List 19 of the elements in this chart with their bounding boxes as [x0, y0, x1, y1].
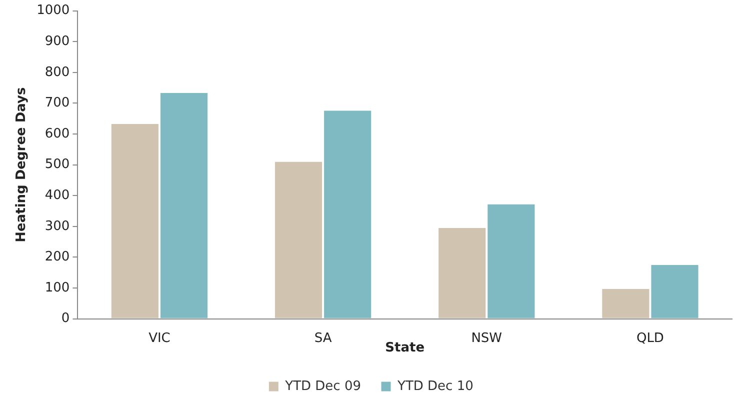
x-tick-label: QLD: [636, 330, 664, 346]
y-tick-label: 800: [44, 64, 70, 80]
y-tick-label: 700: [44, 96, 70, 111]
legend-label: YTD Dec 10: [396, 378, 474, 394]
x-tick-label: NSW: [471, 330, 502, 346]
y-tick-label: 0: [61, 311, 70, 326]
y-tick-label: 500: [44, 157, 70, 172]
x-tick-label: VIC: [148, 330, 170, 346]
y-tick-label: 200: [44, 250, 70, 265]
y-tick-label: 400: [44, 188, 70, 203]
y-tick-label: 100: [44, 280, 70, 296]
y-tick-label: 600: [44, 126, 70, 142]
y-axis-title: Heating Degree Days: [14, 87, 30, 242]
x-axis-title: State: [385, 340, 425, 356]
y-tick-label: 1000: [36, 3, 70, 18]
legend-label: YTD Dec 09: [284, 378, 362, 394]
x-tick-label: SA: [314, 330, 332, 346]
y-tick-label: 900: [44, 34, 70, 49]
y-tick-label: 300: [44, 218, 70, 234]
